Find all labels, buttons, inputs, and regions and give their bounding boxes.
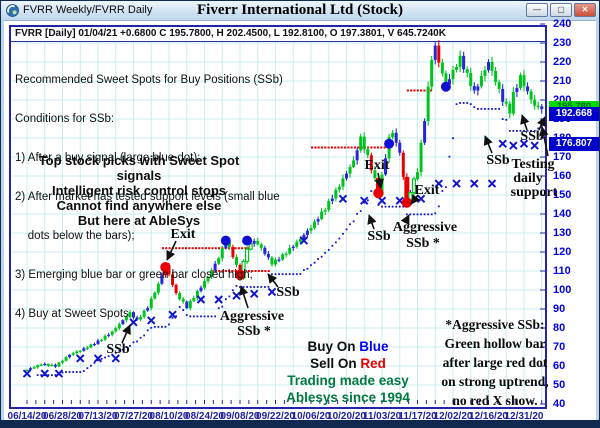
svg-text:Aggressive: Aggressive (220, 309, 284, 324)
price-tick-label: 130 (553, 227, 572, 239)
price-tick-label: 80 (553, 322, 566, 334)
price-tick-label: 240 (553, 18, 572, 30)
window-frame-bottom (1, 420, 599, 427)
date-tick-label: 12/02/20 (433, 411, 473, 422)
date-tick-label: 11/17/20 (398, 411, 437, 422)
svg-text:support: support (511, 185, 558, 200)
window-title: FVRR Weekly/FVRR Daily (23, 4, 153, 16)
price-tick-label: 90 (553, 303, 566, 315)
titlebar: FVRR Weekly/FVRR Daily Fiverr Internatio… (1, 1, 599, 21)
price-tick-label: 70 (553, 341, 566, 353)
price-tick-label: 220 (553, 56, 572, 68)
svg-text:SSb: SSb (367, 229, 391, 244)
date-tick-label: 11/03/20 (362, 411, 402, 422)
price-tick-label: 100 (553, 284, 572, 296)
buy-sell-legend: Buy On Blue Sell On Red Trading made eas… (286, 339, 410, 405)
support-x-marks (22, 139, 539, 378)
svg-text:Exit: Exit (171, 227, 196, 242)
signal-dots (160, 81, 451, 280)
svg-text:daily: daily (513, 171, 543, 186)
svg-text:SSb: SSb (520, 129, 544, 144)
svg-text:SSb: SSb (486, 153, 510, 168)
date-tick-label: 10/20/20 (327, 411, 366, 422)
support-price-label-2: 176.807 (549, 137, 599, 151)
axis-ticks (26, 23, 545, 405)
price-tick-label: 40 (553, 398, 566, 410)
ssb-conditions-text: Recommended Sweet Spots for Buy Position… (15, 74, 283, 320)
chart-frame (9, 25, 547, 409)
date-tick-label: 08/10/20 (149, 411, 189, 422)
svg-text:Aggressive: Aggressive (393, 220, 457, 235)
date-tick-label: 06/28/20 (43, 411, 82, 422)
price-tick-label: 140 (553, 208, 572, 220)
price-tick-label: 230 (553, 37, 572, 49)
support-price-label-1: 192.668 (549, 107, 599, 121)
price-tick-label: 170 (553, 151, 572, 163)
date-tick-label: 12/31/20 (504, 411, 544, 422)
close-button[interactable]: ✕ (574, 3, 596, 17)
svg-text:Exit: Exit (365, 158, 390, 173)
date-tick-label: 06/14/20 (7, 411, 47, 422)
aggressive-ssb-note: *Aggressive SSb: Green hollow bar after … (441, 317, 549, 408)
quote-info-bar: FVRR [Daily] 01/04/21 +0.6800 C 195.7800… (11, 27, 545, 42)
svg-text:Exit: Exit (415, 183, 440, 198)
svg-text:SSb: SSb (276, 285, 300, 300)
chart-title: Fiverr International Ltd (Stock) (197, 2, 403, 18)
window-frame-left (1, 20, 4, 422)
date-tick-label: 10/06/20 (291, 411, 331, 422)
price-tick-label: 110 (553, 265, 571, 277)
price-tick-label: 160 (553, 170, 572, 182)
restore-button[interactable]: ▢ (550, 3, 572, 17)
price-tick-label: 120 (553, 246, 572, 258)
minimize-button[interactable]: — (526, 3, 548, 17)
svg-text:Testing: Testing (511, 157, 554, 172)
date-tick-label: 12/16/20 (469, 411, 508, 422)
date-tick-label: 07/13/20 (78, 411, 118, 422)
price-tick-label: 150 (553, 189, 572, 201)
price-tick-label: 60 (553, 360, 566, 372)
price-tick-label: 50 (553, 379, 566, 391)
marketing-pitch-text: Top stock picks with Sweet Spot signals … (38, 153, 240, 228)
date-tick-label: 09/08/20 (220, 411, 260, 422)
date-tick-label: 08/24/20 (185, 411, 224, 422)
svg-text:SSb *: SSb * (406, 236, 440, 251)
window-frame-right (596, 20, 599, 422)
price-tick-label: 210 (553, 75, 572, 87)
app-logo-icon (6, 4, 19, 17)
date-tick-label: 07/27/20 (114, 411, 153, 422)
date-tick-label: 09/22/20 (256, 411, 295, 422)
gridlines (12, 42, 544, 404)
svg-text:SSb: SSb (106, 342, 130, 357)
svg-text:SSb *: SSb * (237, 324, 271, 339)
